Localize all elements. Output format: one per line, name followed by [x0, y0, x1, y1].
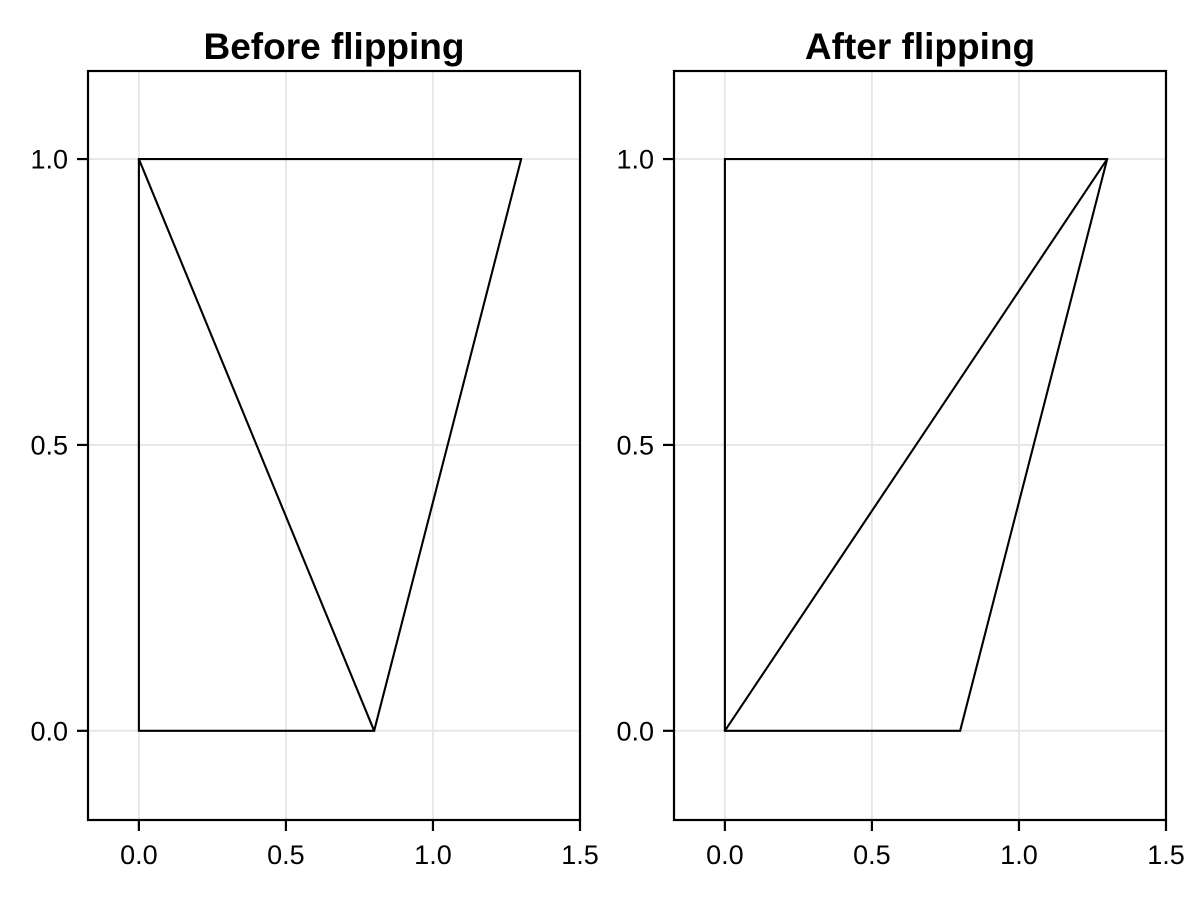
shape-edge-diagonal-after — [723, 158, 1109, 732]
x-tick-label: 0.5 — [853, 840, 891, 870]
x-tick-label: 1.0 — [1000, 840, 1038, 870]
x-tick-label: 1.5 — [1147, 840, 1185, 870]
y-tick-label: 1.0 — [616, 145, 654, 175]
shape-edge-diagonal-before — [137, 158, 376, 732]
x-tick-label: 0.0 — [706, 840, 744, 870]
shape-edge-right-edge — [373, 158, 523, 732]
x-tick-label: 1.5 — [561, 840, 599, 870]
panel-title-before: Before flipping — [203, 26, 465, 67]
x-tick-label: 0.5 — [267, 840, 305, 870]
y-tick-label: 1.0 — [30, 145, 68, 175]
y-tick-label: 0.0 — [30, 716, 68, 746]
panel-title-after: After flipping — [804, 26, 1036, 67]
x-tick-label: 0.0 — [120, 840, 158, 870]
y-tick-label: 0.0 — [616, 716, 654, 746]
y-tick-label: 0.5 — [30, 430, 68, 460]
shape-edge-right-edge — [959, 158, 1109, 732]
x-tick-label: 1.0 — [414, 840, 452, 870]
y-tick-label: 0.5 — [616, 430, 654, 460]
